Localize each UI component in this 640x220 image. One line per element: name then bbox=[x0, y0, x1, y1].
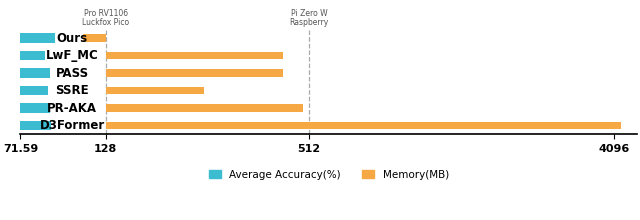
Bar bbox=[20, 68, 50, 78]
Bar bbox=[106, 70, 284, 77]
Bar bbox=[20, 121, 51, 130]
Bar bbox=[106, 87, 204, 94]
Text: SSRE: SSRE bbox=[56, 84, 89, 97]
Legend: Average Accuracy(%), Memory(MB): Average Accuracy(%), Memory(MB) bbox=[204, 165, 453, 184]
Bar bbox=[106, 52, 284, 59]
Text: Ours: Ours bbox=[57, 31, 88, 44]
Text: Raspberry: Raspberry bbox=[289, 18, 328, 27]
Bar bbox=[20, 103, 50, 113]
Text: PR-AKA: PR-AKA bbox=[47, 102, 97, 115]
Text: Pro RV1106: Pro RV1106 bbox=[84, 9, 128, 18]
Text: PASS: PASS bbox=[56, 67, 89, 80]
Text: LwF_MC: LwF_MC bbox=[46, 49, 99, 62]
Text: Luckfox Pico: Luckfox Pico bbox=[82, 18, 129, 27]
Bar bbox=[20, 33, 55, 43]
Bar bbox=[106, 104, 303, 112]
Text: Pi Zero W: Pi Zero W bbox=[291, 9, 327, 18]
Bar bbox=[20, 86, 48, 95]
Bar bbox=[106, 122, 621, 129]
Bar bbox=[83, 34, 106, 42]
Text: D3Former: D3Former bbox=[40, 119, 105, 132]
Bar bbox=[20, 51, 45, 60]
